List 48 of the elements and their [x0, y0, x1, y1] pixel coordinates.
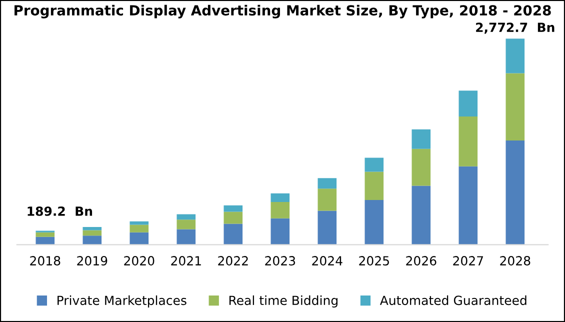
- bar: [176, 214, 196, 220]
- annotation: 2,772.7 Bn: [476, 22, 554, 34]
- x-tick-label: 2026: [406, 256, 436, 266]
- bar: [458, 90, 478, 117]
- bar: [176, 220, 196, 230]
- bar: [318, 210, 337, 245]
- bar: [176, 229, 196, 245]
- bar: [364, 172, 384, 200]
- bar: [270, 193, 290, 202]
- x-tick-label: 2020: [124, 256, 154, 266]
- legend-label: Automated Guaranteed: [380, 295, 526, 306]
- x-tick-label: 2022: [218, 256, 248, 266]
- x-tick-label: 2027: [453, 256, 483, 266]
- bar: [224, 212, 243, 224]
- bar: [36, 232, 55, 237]
- bar: [270, 218, 290, 245]
- legend-label: Private Marketplaces: [58, 295, 186, 308]
- x-tick-label: 2023: [265, 256, 296, 266]
- bar: [82, 226, 102, 230]
- bar: [364, 200, 384, 245]
- x-tick-label: 2028: [500, 256, 530, 266]
- bar: [318, 188, 337, 211]
- x-tick-label: 2021: [171, 256, 201, 266]
- bar: [412, 129, 431, 149]
- bar: [318, 178, 337, 189]
- bar: [412, 148, 431, 186]
- x-tick-label: 2019: [77, 256, 108, 266]
- bar: [224, 224, 243, 245]
- legend-label: Real time Bidding: [229, 295, 338, 308]
- bar: [82, 236, 102, 245]
- bar: [364, 158, 384, 172]
- bar: [130, 221, 149, 225]
- bar: [506, 38, 525, 74]
- bar: [458, 166, 478, 245]
- x-tick-label: 2024: [312, 256, 342, 266]
- chart-title: Programmatic Display Advertising Market Size, By Type, 2018 - 2028: [14, 4, 551, 18]
- x-tick-label: 2018: [30, 256, 60, 266]
- bar: [82, 230, 102, 236]
- bar: [270, 202, 290, 218]
- bar: [458, 116, 478, 166]
- bar: [506, 140, 525, 245]
- bar: [130, 232, 149, 245]
- bar: [130, 224, 149, 232]
- bar: [506, 73, 525, 140]
- bar: [224, 205, 243, 212]
- annotation: 189.2 Bn: [28, 206, 92, 216]
- x-tick-label: 2025: [359, 256, 389, 266]
- bar: [412, 186, 431, 245]
